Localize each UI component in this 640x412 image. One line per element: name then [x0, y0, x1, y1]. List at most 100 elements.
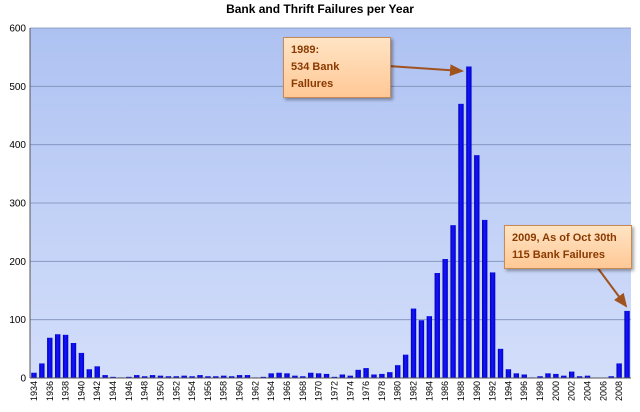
x-tick-label: 1944: [108, 381, 118, 401]
annotation-2009-line1: 2009, As of Oct 30th: [512, 232, 617, 244]
bar-1976: [363, 368, 369, 378]
bar-1952: [173, 376, 179, 378]
bar-1936: [47, 337, 53, 378]
x-tick-label: 1942: [92, 381, 102, 401]
bar-1993: [497, 348, 504, 378]
x-tick-label: 1978: [377, 381, 387, 401]
x-tick-label: 2008: [614, 381, 624, 401]
bar-1984: [426, 316, 433, 378]
bar-1998: [537, 376, 543, 378]
bar-1953: [181, 375, 187, 378]
bar-1981: [402, 354, 409, 378]
x-tick-label: 1996: [519, 381, 529, 401]
bar-1978: [379, 373, 385, 378]
bar-1959: [228, 376, 235, 378]
x-tick-label: 1974: [345, 381, 355, 401]
bar-1954: [189, 376, 195, 378]
bar-1987: [450, 225, 456, 378]
y-tick-label: 600: [9, 24, 26, 35]
x-tick-label: 1972: [329, 381, 339, 401]
y-tick-label: 100: [9, 315, 26, 326]
x-tick-label: 1982: [409, 381, 419, 401]
bar-2001: [561, 375, 567, 378]
x-tick-label: 2002: [567, 381, 577, 401]
bar-2002: [569, 371, 575, 378]
bar-1989: [466, 66, 472, 378]
x-tick-label: 1936: [45, 381, 55, 401]
x-tick-label: 1980: [393, 381, 403, 401]
bar-1935: [39, 363, 45, 378]
annotation-2009-line2: 115 Bank Failures: [512, 249, 605, 261]
bar-1995: [513, 373, 520, 378]
bar-1963: [260, 376, 266, 378]
bar-1975: [355, 369, 361, 378]
annotation-2009: 2009, As of Oct 30th 115 Bank Failures: [504, 225, 632, 269]
bar-2004: [584, 375, 591, 378]
x-axis: 1934 1936 1938 1940 1942 1944 1946 1948 1950 1952…: [29, 381, 624, 401]
annotation-1989-line2: 534 Bank Fallures: [291, 61, 340, 90]
x-tick-label: 1968: [298, 381, 308, 401]
x-tick-label: 1962: [250, 381, 260, 401]
bar-1985: [434, 273, 440, 378]
bar-1937: [54, 334, 61, 378]
bar-1990: [474, 155, 480, 378]
bar-1979: [387, 372, 393, 378]
bar-1970: [315, 373, 322, 378]
y-axis: 0 100 200 300 400 500 600: [9, 24, 26, 385]
x-tick-label: 1934: [29, 381, 39, 401]
x-tick-label: 1992: [488, 381, 498, 401]
x-tick-label: 1994: [503, 381, 513, 401]
x-tick-label: 1940: [76, 381, 86, 401]
bar-1947: [134, 375, 140, 378]
bar-1973: [339, 374, 346, 378]
bar-1974: [347, 375, 353, 378]
bar-1949: [149, 375, 156, 378]
bar-1940: [78, 352, 85, 378]
x-tick-label: 1950: [155, 381, 165, 401]
bar-1942: [94, 366, 100, 378]
bar-1946: [126, 376, 132, 378]
bar-1969: [308, 372, 314, 378]
x-tick-label: 1946: [124, 381, 134, 401]
bar-1988: [458, 103, 464, 378]
x-tick-label: 2004: [583, 381, 593, 401]
annotation-1989-line1: 1989:: [291, 44, 320, 56]
x-tick-label: 1964: [266, 381, 276, 401]
x-tick-label: 1988: [456, 381, 466, 401]
callout-arrow-2009: [596, 266, 628, 308]
y-tick-label: 300: [9, 199, 26, 210]
bar-1999: [545, 373, 551, 378]
bar-1950: [157, 375, 164, 378]
x-tick-label: 1956: [203, 381, 213, 401]
x-tick-label: 1938: [61, 381, 71, 401]
bar-1972: [331, 376, 338, 378]
bars: [31, 66, 630, 378]
bar-1957: [213, 376, 219, 378]
bar-1977: [371, 374, 377, 378]
bar-1983: [418, 320, 425, 378]
bar-1994: [505, 369, 512, 378]
bar-1965: [276, 372, 282, 378]
bar-1956: [205, 376, 211, 378]
bar-1967: [292, 375, 298, 378]
y-tick-label: 0: [20, 374, 26, 385]
bar-1971: [323, 373, 330, 378]
x-tick-label: 1958: [219, 381, 229, 401]
x-tick-label: 1952: [171, 381, 181, 401]
annotation-1989: 1989: 534 Bank Fallures: [283, 37, 391, 98]
callout-arrow-1989: [387, 64, 464, 77]
x-tick-label: 1966: [282, 381, 292, 401]
bar-2007: [608, 376, 614, 378]
bar-1934: [31, 372, 37, 378]
bar-1982: [410, 308, 417, 378]
x-tick-label: 1984: [424, 381, 434, 401]
bar-1938: [62, 334, 69, 378]
bar-2009: [624, 310, 630, 378]
x-tick-label: 1986: [440, 381, 450, 401]
bar-1961: [244, 375, 251, 378]
x-tick-label: 1954: [187, 381, 197, 401]
bar-2003: [576, 376, 583, 378]
x-tick-label: 2006: [598, 381, 608, 401]
bar-1964: [268, 373, 274, 378]
bar-1944: [110, 376, 116, 378]
